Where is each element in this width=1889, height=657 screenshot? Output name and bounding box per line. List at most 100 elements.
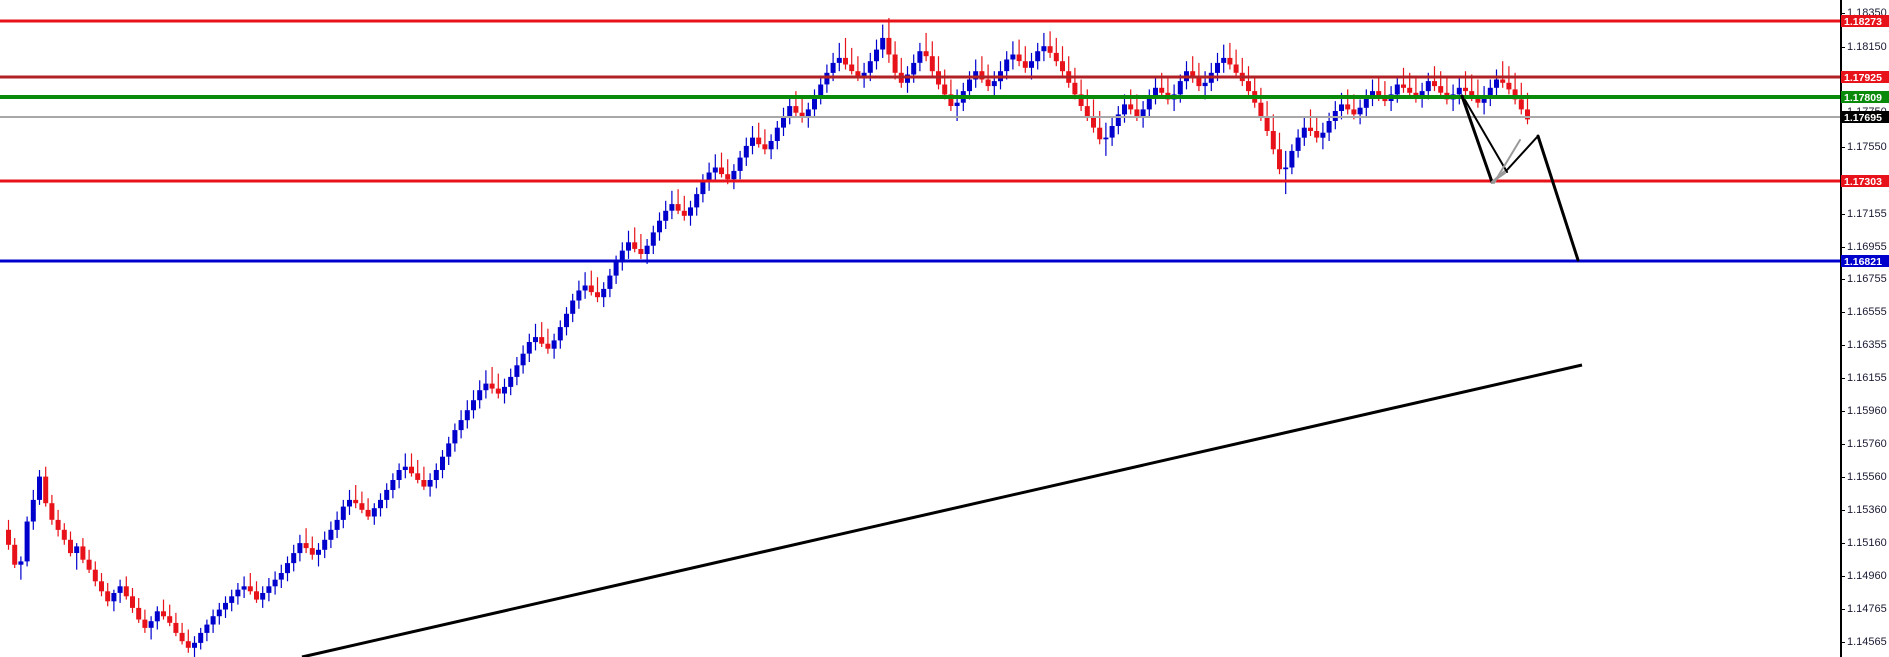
- candle-body: [601, 288, 607, 298]
- candle-body: [55, 519, 61, 530]
- candle-body: [167, 616, 173, 623]
- candle-body: [911, 62, 917, 75]
- candle-body: [520, 353, 526, 366]
- candle-body: [440, 456, 445, 470]
- candle-body: [818, 84, 824, 97]
- axis-tick: [1840, 47, 1845, 48]
- price-badge[interactable]: 1.16821: [1841, 255, 1889, 268]
- axis-tick: [1840, 345, 1845, 346]
- candle-body: [185, 641, 191, 648]
- candle-body: [303, 543, 309, 549]
- candle-body: [92, 569, 98, 582]
- candle-body: [1091, 116, 1096, 128]
- candle-body: [427, 480, 433, 487]
- candle-body: [1097, 127, 1103, 140]
- candle-body: [229, 596, 235, 603]
- candle-body: [1407, 87, 1413, 93]
- candle-body: [849, 64, 855, 72]
- candle-body: [247, 586, 253, 592]
- candle-body: [1140, 109, 1146, 116]
- candle-body: [1295, 137, 1301, 151]
- candle-body: [204, 624, 210, 633]
- axis-tick-label: 1.16555: [1847, 306, 1887, 318]
- candle-body: [582, 285, 588, 291]
- candle-body: [1215, 62, 1220, 73]
- candle-body: [43, 476, 49, 504]
- candle-body: [1289, 150, 1295, 168]
- candle-body: [688, 207, 693, 216]
- axis-tick: [1840, 576, 1845, 577]
- candle-body: [1047, 46, 1053, 53]
- price-axis[interactable]: 1.18350 1.18150 1.17550 1.17155 1.16955 1.167…: [1840, 0, 1889, 657]
- candle-body: [117, 586, 123, 593]
- candle-body: [1010, 54, 1016, 60]
- price-badge[interactable]: 1.17925: [1841, 71, 1889, 84]
- candle-body: [675, 204, 681, 211]
- axis-tick: [1840, 312, 1845, 313]
- forecast-zigzag[interactable]: [1460, 94, 1580, 262]
- candle-body: [6, 529, 11, 545]
- price-badge[interactable]: 1.17809: [1841, 91, 1889, 104]
- axis-tick-label: 1.15560: [1847, 471, 1887, 483]
- axis-tick: [1840, 147, 1845, 148]
- axis-tick-label: 1.17155: [1847, 208, 1887, 220]
- candle-body: [161, 611, 166, 617]
- candle-body: [657, 220, 662, 233]
- chart-plot-area[interactable]: [0, 0, 1840, 657]
- candle-body: [1227, 57, 1233, 65]
- candle-body: [1246, 81, 1251, 92]
- axis-tick-label: 1.15960: [1847, 405, 1887, 417]
- candle-body: [130, 596, 135, 608]
- candle-body: [799, 112, 805, 118]
- candle-body: [1190, 71, 1196, 78]
- candle-body: [421, 480, 427, 487]
- candle-body: [37, 476, 42, 500]
- candle-body: [1221, 57, 1227, 63]
- candle-body: [49, 503, 55, 520]
- candle-body: [626, 242, 631, 251]
- candle-body: [830, 62, 836, 73]
- candle-body: [173, 622, 179, 633]
- candle-body: [260, 593, 266, 600]
- candle-body: [1004, 59, 1010, 72]
- candle-body: [1078, 94, 1084, 106]
- candle-body: [1301, 127, 1307, 138]
- candle-body: [793, 106, 799, 113]
- candle-body: [198, 632, 204, 643]
- candle-body: [508, 376, 514, 387]
- axis-tick-label: 1.16355: [1847, 339, 1887, 351]
- candle-body: [880, 37, 886, 50]
- ascending-trendline[interactable]: [301, 363, 1583, 657]
- axis-tick: [1840, 642, 1845, 643]
- axis-tick: [1840, 609, 1845, 610]
- candle-body: [223, 602, 228, 610]
- candle-body: [843, 57, 848, 65]
- price-badge[interactable]: 1.17695: [1841, 111, 1889, 124]
- candle-body: [1481, 97, 1487, 103]
- candle-body: [1351, 109, 1357, 115]
- candle-body: [526, 342, 532, 354]
- candle-body: [787, 106, 793, 117]
- candle-body: [1016, 54, 1022, 62]
- candle-body: [595, 292, 600, 298]
- candle-body: [179, 632, 185, 642]
- candle-body: [712, 167, 718, 173]
- candle-body: [1469, 91, 1475, 97]
- candle-body: [272, 579, 278, 587]
- candle-body: [1425, 81, 1431, 92]
- candle-body: [502, 386, 507, 394]
- candle-body: [99, 581, 104, 592]
- candle-body: [61, 529, 67, 540]
- candle-body: [291, 553, 297, 564]
- price-badge[interactable]: 1.18273: [1841, 15, 1889, 28]
- axis-tick-label: 1.14765: [1847, 603, 1887, 615]
- candle-body: [743, 145, 749, 158]
- candle-body: [1308, 127, 1313, 131]
- candle-body: [464, 410, 470, 421]
- candle-body: [433, 470, 439, 480]
- candle-body: [402, 466, 408, 470]
- axis-tick: [1840, 477, 1845, 478]
- candle-body: [706, 172, 712, 183]
- price-badge[interactable]: 1.17303: [1841, 175, 1889, 188]
- candle-body: [1060, 61, 1065, 72]
